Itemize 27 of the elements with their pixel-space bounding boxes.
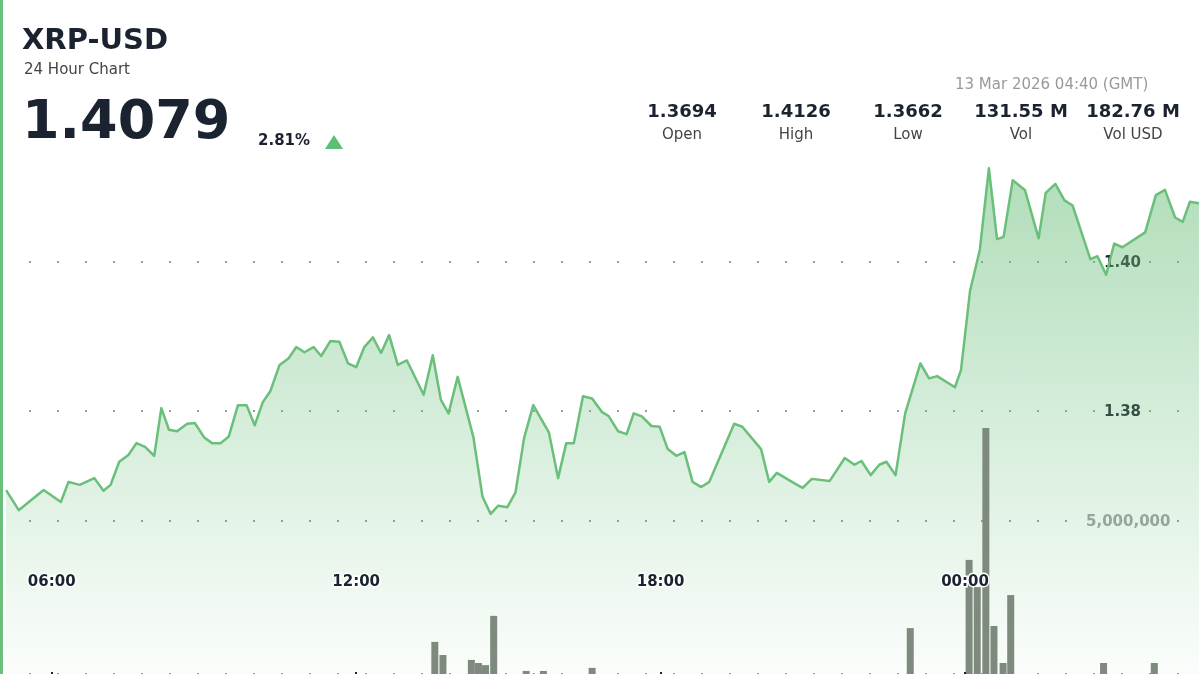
annotation: 2.81% <box>258 131 311 149</box>
bar <box>539 670 547 674</box>
bar <box>1100 662 1108 674</box>
annotation: Open <box>660 125 704 143</box>
text: XRP-USD <box>22 22 168 56</box>
annotation: 182.76 M <box>1085 100 1181 121</box>
y2-tick-label: 5,000,000 <box>1086 512 1171 531</box>
x-tick-label: 18:00 <box>636 571 685 590</box>
text: 24 Hour Chart <box>24 60 130 78</box>
bar <box>588 667 596 674</box>
annotation: 1.4126 <box>760 100 832 121</box>
bar <box>522 670 530 674</box>
annotation: 131.55 M <box>973 100 1069 121</box>
annotation: 13 Mar 2026 04:40 (GMT) <box>955 75 1149 93</box>
x-tick-label: 06:00 <box>27 571 76 590</box>
annotation: 1.3662 <box>872 100 944 121</box>
bar <box>906 628 914 674</box>
annotation: Vol <box>1008 125 1034 143</box>
annotation: High <box>777 125 815 143</box>
annotation: Vol USD <box>1102 125 1164 143</box>
annotation: 1.3694 <box>646 100 718 121</box>
bar <box>1150 662 1158 674</box>
x-tick-label: 12:00 <box>332 571 381 590</box>
y-tick-label: 1.38 <box>1104 402 1142 421</box>
annotation: Low <box>892 125 924 143</box>
annotation: 1.4079 <box>22 88 231 151</box>
x-tick-label: 00:00 <box>941 571 989 590</box>
